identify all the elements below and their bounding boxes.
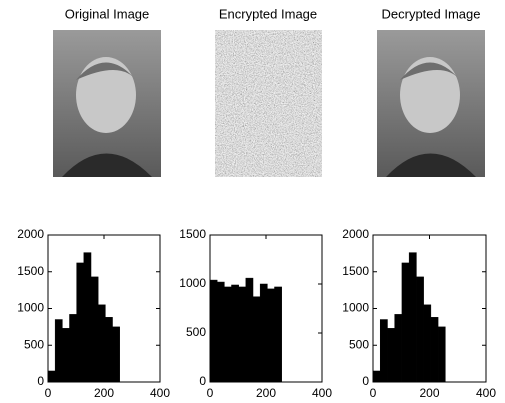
y-tick-label: 2000 (17, 227, 44, 241)
bar (431, 317, 438, 382)
bar (253, 297, 260, 382)
y-tick-label: 0 (362, 374, 369, 388)
bar (224, 287, 231, 382)
image-title: Decrypted Image (382, 6, 481, 21)
bar (77, 263, 84, 382)
bar (416, 277, 423, 382)
encrypted-image (215, 30, 322, 177)
y-tick-label: 1000 (179, 276, 206, 290)
decrypted-image (377, 30, 485, 177)
bar (395, 314, 402, 382)
bar (424, 305, 431, 382)
bar (239, 287, 246, 382)
x-tick-label: 0 (207, 386, 214, 400)
bar (70, 314, 77, 382)
bar (48, 371, 55, 382)
x-tick-label: 400 (312, 386, 332, 400)
bar (438, 327, 445, 382)
bar (217, 282, 224, 382)
bar (402, 263, 409, 382)
y-tick-label: 0 (199, 374, 206, 388)
y-tick-label: 1000 (17, 301, 44, 315)
y-tick-label: 500 (24, 337, 44, 351)
bar (113, 327, 120, 382)
bar (62, 328, 69, 382)
y-tick-label: 500 (186, 325, 206, 339)
bar (267, 289, 274, 382)
y-tick-label: 1500 (179, 227, 206, 241)
x-tick-label: 400 (476, 386, 496, 400)
bar (55, 320, 62, 382)
x-tick-label: 200 (419, 386, 439, 400)
bar (98, 305, 105, 382)
y-tick-label: 1500 (17, 264, 44, 278)
bar (260, 284, 267, 382)
original-image (53, 30, 161, 177)
y-tick-label: 2000 (342, 227, 369, 241)
x-tick-label: 200 (94, 386, 114, 400)
y-tick-label: 1500 (342, 264, 369, 278)
y-tick-label: 500 (349, 337, 369, 351)
bar (373, 371, 380, 382)
bar (387, 328, 394, 382)
bar (232, 285, 239, 382)
x-tick-label: 200 (256, 386, 276, 400)
bar (210, 280, 217, 382)
image-title: Original Image (65, 6, 150, 21)
image-title: Encrypted Image (219, 6, 317, 21)
bar (105, 317, 112, 382)
bar (409, 253, 416, 382)
bar (275, 287, 282, 382)
bar (380, 320, 387, 382)
bar (84, 253, 91, 382)
x-tick-label: 0 (45, 386, 52, 400)
bar (91, 277, 98, 382)
x-tick-label: 0 (370, 386, 377, 400)
figure: Original Image Encrypted Image Decrypted… (0, 0, 505, 403)
y-tick-label: 1000 (342, 301, 369, 315)
bar (246, 278, 253, 382)
x-tick-label: 400 (150, 386, 170, 400)
y-tick-label: 0 (37, 374, 44, 388)
